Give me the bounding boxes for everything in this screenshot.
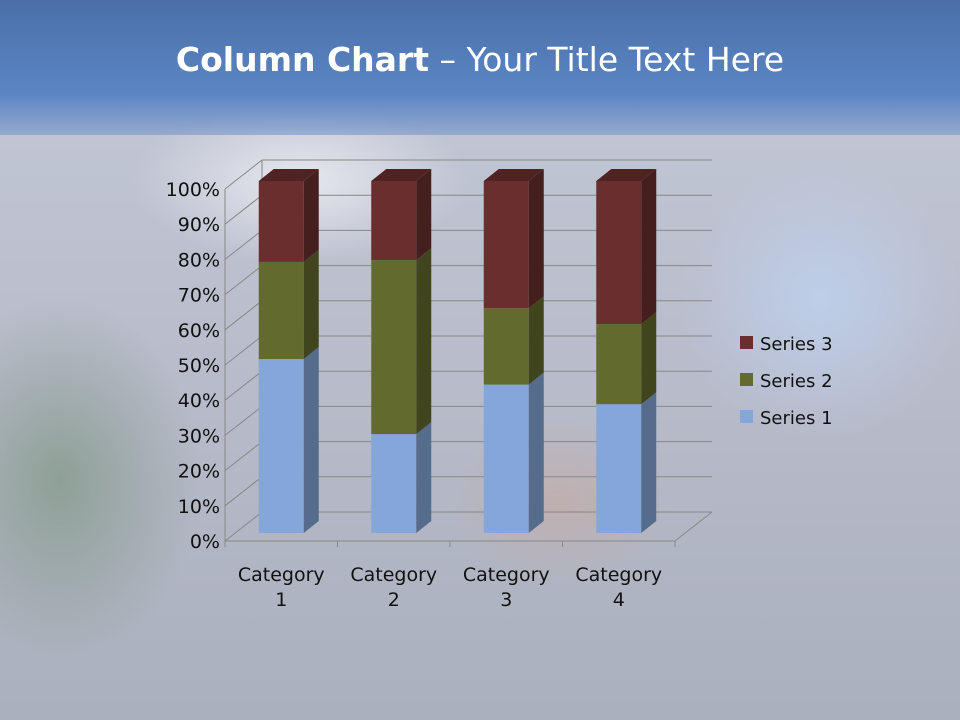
gridline-side xyxy=(224,300,263,331)
x-tick-label: Category 2 xyxy=(350,564,437,611)
y-tick-label: 80% xyxy=(178,249,220,271)
bar-1-cat-3 xyxy=(483,384,529,533)
legend-swatch xyxy=(740,410,753,423)
gridline-side xyxy=(224,441,263,471)
x-tick-label: Category 4 xyxy=(575,564,662,611)
bar-1-cat-4 xyxy=(596,404,642,533)
title-bold: Column Chart xyxy=(175,40,429,79)
gridline-side xyxy=(224,265,263,295)
bar-side xyxy=(641,312,657,405)
bar-side xyxy=(303,169,319,262)
legend-label: Series 3 xyxy=(760,334,833,355)
bar-side xyxy=(641,392,657,533)
bar-top xyxy=(596,169,657,181)
gridline-side xyxy=(224,511,263,542)
gridline-side xyxy=(224,335,263,366)
y-tick-label: 0% xyxy=(190,531,220,553)
y-tick-label: 40% xyxy=(178,390,220,412)
gridline-side xyxy=(224,476,263,507)
y-tick-label: 20% xyxy=(178,461,220,483)
bar-2-cat-2 xyxy=(371,260,417,435)
bar-3-cat-4 xyxy=(596,181,642,325)
bar-side xyxy=(528,372,544,533)
bar-side xyxy=(303,249,319,360)
bar-1-cat-1 xyxy=(258,359,304,533)
y-tick-label: 100% xyxy=(166,179,220,201)
bar-top xyxy=(258,169,319,181)
legend-swatch xyxy=(740,336,753,349)
bar-side xyxy=(416,248,432,435)
bar-2-cat-4 xyxy=(596,324,642,405)
bar-2-cat-3 xyxy=(483,308,529,385)
gridline-side xyxy=(224,230,263,260)
y-tick-label: 10% xyxy=(178,496,220,518)
gridline-side xyxy=(224,159,263,190)
bar-3-cat-1 xyxy=(258,181,304,262)
y-tick-label: 60% xyxy=(178,320,220,342)
y-tick-label: 50% xyxy=(178,355,220,377)
y-tick-label: 30% xyxy=(178,425,220,447)
x-tick-label: Category 3 xyxy=(463,564,550,611)
bar-1-cat-2 xyxy=(371,434,417,533)
bar-top xyxy=(371,169,432,181)
bar-side xyxy=(641,169,657,325)
legend-swatch xyxy=(740,373,753,386)
title-banner xyxy=(0,0,960,135)
title-rest: – Your Title Text Here xyxy=(428,40,785,79)
y-tick-label: 90% xyxy=(178,214,220,236)
bar-side xyxy=(303,347,319,533)
slide-title: Column Chart – Your Title Text Here xyxy=(0,40,960,79)
gridline-side xyxy=(224,406,263,436)
bar-side xyxy=(528,296,544,385)
bar-3-cat-3 xyxy=(483,181,529,309)
legend-label: Series 2 xyxy=(760,371,833,392)
bar-top xyxy=(483,169,544,181)
gridline-side xyxy=(224,194,263,225)
bar-side xyxy=(528,169,544,309)
bar-3-cat-2 xyxy=(371,181,417,261)
bar-2-cat-1 xyxy=(258,261,304,360)
y-tick-label: 70% xyxy=(178,285,220,307)
gridline-side xyxy=(224,370,263,401)
floor-edge xyxy=(674,511,713,542)
x-tick-label: Category 1 xyxy=(238,564,325,611)
legend-label: Series 1 xyxy=(760,408,833,429)
bar-side xyxy=(416,422,432,533)
bar-side xyxy=(416,169,432,261)
